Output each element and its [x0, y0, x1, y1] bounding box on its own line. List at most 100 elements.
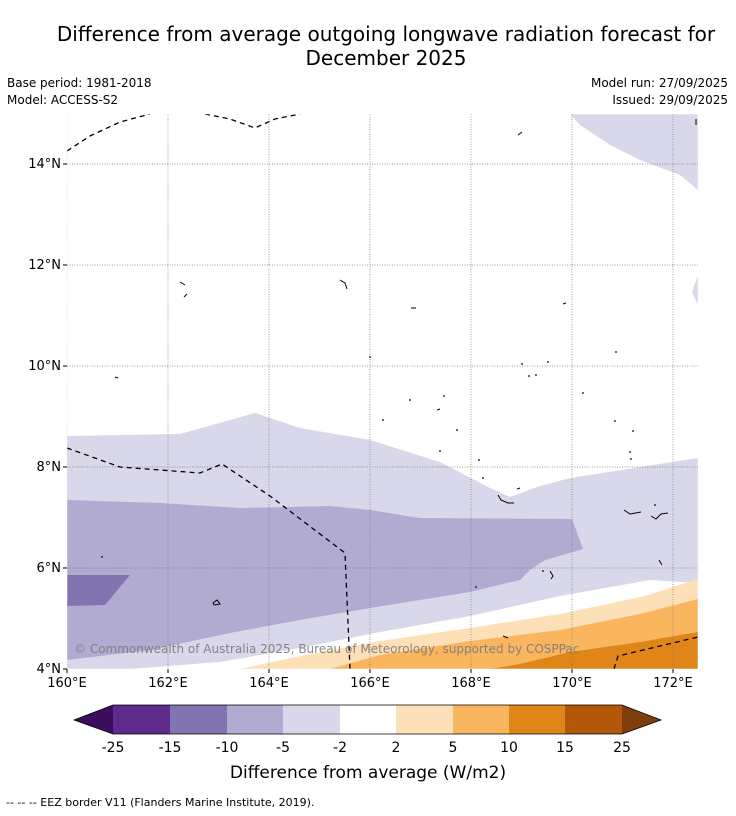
- island-dot: [456, 429, 458, 431]
- colorbar-outline: [72, 704, 663, 735]
- x-tick-label: 164°E: [249, 676, 289, 691]
- island-dot: [478, 459, 480, 461]
- y-tick-label: 12°N: [28, 258, 61, 273]
- island: [179, 281, 186, 286]
- eez-border-bottom-right: [613, 636, 698, 669]
- island: [436, 408, 441, 411]
- island-dot: [443, 395, 445, 397]
- island-dot: [521, 363, 523, 365]
- meta-right: Model run: 27/09/2025 Issued: 29/09/2025: [591, 75, 728, 109]
- island-dot: [632, 430, 634, 432]
- island-dot: [582, 392, 584, 394]
- island: [516, 487, 521, 490]
- model-run: Model run: 27/09/2025: [590, 76, 728, 90]
- colorbar-segment: [565, 705, 622, 734]
- colorbar-segment: [283, 705, 340, 734]
- colorbar-segment: [170, 705, 227, 734]
- issued-date: Issued: 29/09/2025: [612, 93, 728, 107]
- island: [497, 494, 514, 504]
- colorbar-tick-label: -10: [216, 740, 239, 756]
- island: [517, 131, 523, 136]
- y-tick-label: 6°N: [37, 561, 62, 576]
- island-dot: [369, 356, 371, 358]
- island: [623, 509, 642, 515]
- island: [183, 293, 188, 298]
- eez-border-mid: [67, 447, 351, 669]
- colorbar-segment: [113, 705, 170, 734]
- y-tick-label: 10°N: [28, 359, 61, 374]
- island-dot: [535, 374, 537, 376]
- region-plus10: [490, 632, 698, 669]
- region-top-right: [570, 114, 698, 190]
- island-dot: [475, 586, 477, 588]
- islands: [114, 119, 697, 639]
- map-area: [67, 114, 698, 669]
- colorbar-tick-label: 5: [449, 740, 458, 756]
- island: [658, 559, 663, 566]
- island: [114, 376, 119, 379]
- eez-border-top-left: [67, 114, 151, 152]
- colorbar-tick-label: -15: [159, 740, 182, 756]
- island-dots: [101, 351, 656, 588]
- base-period: Base period: 1981-2018: [7, 76, 152, 90]
- x-tick-label: 166°E: [350, 676, 390, 691]
- x-tick-label: 168°E: [451, 676, 491, 691]
- island-dot: [101, 556, 103, 558]
- island-dot: [439, 450, 441, 452]
- island: [339, 279, 348, 290]
- colorbar-tick-label: 25: [613, 740, 631, 756]
- colorbar-segment: [227, 705, 283, 734]
- y-tick-label: 14°N: [28, 157, 61, 172]
- colorbar-label: Difference from average (W/m2): [230, 763, 506, 783]
- x-tick-labels: 160°E 162°E 164°E 166°E 168°E 170°E 172°…: [47, 676, 693, 691]
- island-dot: [542, 570, 544, 572]
- colorbar-tick-labels: -25 -15 -10 -5 -2 2 5 10 15 25: [102, 740, 631, 756]
- island: [212, 599, 221, 606]
- colorbar-tick-label: -2: [333, 740, 347, 756]
- island: [562, 302, 567, 305]
- island: [549, 570, 554, 580]
- model-name: Model: ACCESS-S2: [7, 93, 119, 107]
- map-frame: [66, 113, 699, 670]
- gridlines: [67, 114, 698, 669]
- island-dot: [382, 419, 384, 421]
- colorbar-tick-label: 15: [556, 740, 574, 756]
- colorbar-segment: [509, 705, 565, 734]
- x-tick-label: 160°E: [47, 676, 87, 691]
- title-line-2: December 2025: [305, 46, 467, 70]
- region-right-sliver: [692, 275, 698, 305]
- colorbar-tick-label: -25: [102, 740, 125, 756]
- copyright-watermark: © Commonwealth of Australia 2025, Bureau…: [74, 642, 579, 656]
- island-dot: [614, 420, 616, 422]
- colorbar-extend-low: [74, 705, 113, 734]
- colorbar: [72, 704, 663, 735]
- colorbar-extend-high: [622, 705, 661, 734]
- island-dot: [409, 399, 411, 401]
- island: [502, 635, 509, 639]
- island-dot: [547, 361, 549, 363]
- y-tick-labels: 4°N 6°N 8°N 10°N 12°N 14°N: [28, 157, 61, 677]
- x-tick-label: 170°E: [552, 676, 592, 691]
- island-dot: [615, 351, 617, 353]
- tick-marks: [63, 163, 674, 673]
- x-tick-label: 162°E: [148, 676, 188, 691]
- colorbar-tick-label: 10: [500, 740, 518, 756]
- colorbar-segment: [453, 705, 509, 734]
- eez-border-top: [204, 114, 301, 129]
- eez-legend-note: -- -- -- EEZ border V11 (Flanders Marine…: [6, 796, 315, 809]
- island-dot: [528, 375, 530, 377]
- chart-title: Difference from average outgoing longwav…: [0, 22, 736, 70]
- y-tick-label: 4°N: [37, 662, 62, 677]
- meta-left: Base period: 1981-2018 Model: ACCESS-S2: [7, 75, 152, 109]
- title-line-1: Difference from average outgoing longwav…: [56, 22, 716, 46]
- colorbar-tick-label: -5: [276, 740, 290, 756]
- region-minus10: [67, 575, 130, 606]
- colorbar-segment: [396, 705, 453, 734]
- eez-borders: [67, 114, 698, 669]
- colorbar-segment: [340, 705, 396, 734]
- island-dot: [629, 451, 631, 453]
- region-minus5: [67, 500, 583, 660]
- island-dot: [482, 477, 484, 479]
- y-tick-label: 8°N: [37, 460, 62, 475]
